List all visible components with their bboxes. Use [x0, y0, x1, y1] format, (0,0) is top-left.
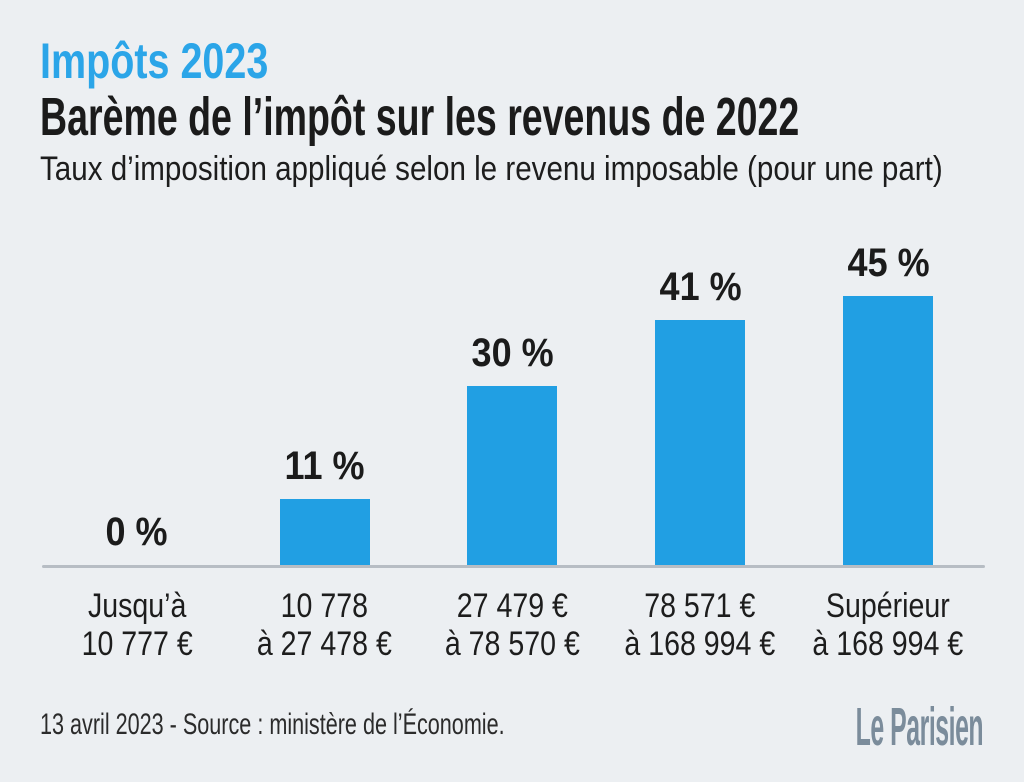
- x-axis-labels: Jusqu’à 10 777 € 10 778 à 27 478 € 27 479 …: [43, 587, 982, 663]
- bar-value-label: 45 %: [847, 241, 930, 285]
- bar: [655, 320, 746, 565]
- chart-subtitle-text: Taux d’imposition appliqué selon le reve…: [40, 150, 943, 188]
- bar: [279, 499, 370, 565]
- x-axis-label-line1: Supérieur: [826, 587, 950, 625]
- chart-subtitle: Taux d’imposition appliqué selon le reve…: [40, 152, 1024, 186]
- page-title-text: Barème de l’impôt sur les revenus de 202…: [40, 87, 800, 147]
- bar: [843, 296, 934, 565]
- x-axis-label-line1: 10 778: [281, 587, 369, 625]
- bar-value-label: 11 %: [284, 444, 365, 488]
- x-axis-line: [42, 565, 985, 568]
- x-axis-label: 78 571 € à 168 994 €: [606, 587, 794, 663]
- x-axis-label-line2: à 78 570 €: [444, 625, 580, 663]
- bar-value-label: 30 %: [471, 331, 554, 375]
- x-axis-label-line1: Jusqu’à: [87, 587, 187, 625]
- x-axis-label-line2: à 168 994 €: [624, 625, 776, 663]
- bar-column: 41 %: [606, 240, 794, 565]
- x-axis-label: Supérieur à 168 994 €: [794, 587, 982, 663]
- x-axis-label-line2: à 168 994 €: [812, 625, 964, 663]
- source-caption: 13 avril 2023 - Source : ministère de l’…: [40, 708, 685, 742]
- x-axis-label-line2: à 27 478 €: [257, 625, 393, 663]
- page-title: Barème de l’impôt sur les revenus de 202…: [40, 90, 1024, 144]
- bar-chart: 0 % 11 % 30 % 41 % 45 %: [43, 240, 982, 565]
- bar-column: 11 %: [231, 240, 419, 565]
- x-axis-label: Jusqu’à 10 777 €: [43, 587, 231, 663]
- bar-column: 30 %: [419, 240, 607, 565]
- source-caption-text: 13 avril 2023 - Source : ministère de l’…: [40, 708, 505, 741]
- x-axis-label: 10 778 à 27 478 €: [231, 587, 419, 663]
- bar-column: 0 %: [43, 240, 231, 565]
- x-axis-label: 27 479 € à 78 570 €: [419, 587, 607, 663]
- x-axis-label-line1: 27 479 €: [456, 587, 569, 625]
- x-axis-label-line1: 78 571 €: [644, 587, 756, 625]
- x-axis-label-line2: 10 777 €: [81, 625, 193, 663]
- bar-value-label: 0 %: [105, 510, 168, 554]
- kicker-text: Impôts 2023: [40, 33, 269, 89]
- brand-logo: Le Parisien: [706, 697, 984, 757]
- bar-value-label: 41 %: [659, 265, 742, 309]
- bar: [467, 386, 558, 565]
- brand-logo-text: Le Parisien: [855, 697, 984, 757]
- kicker: Impôts 2023: [40, 36, 329, 86]
- bar-column: 45 %: [794, 240, 982, 565]
